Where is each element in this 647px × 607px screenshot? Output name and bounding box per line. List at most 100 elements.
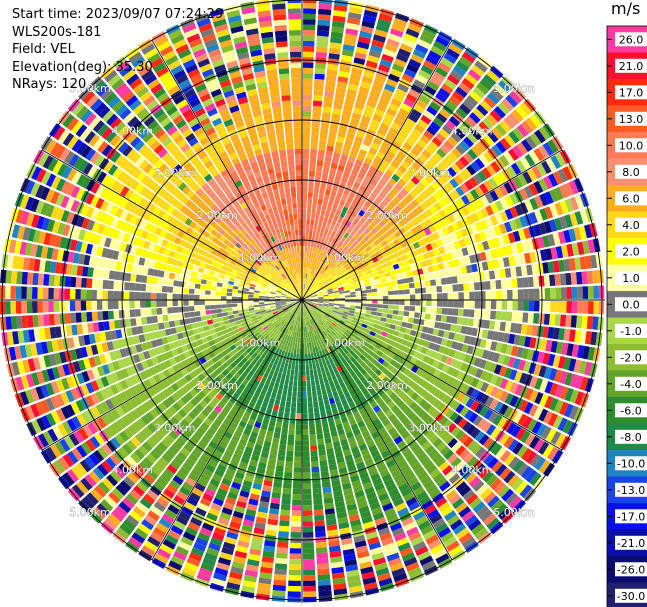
range-gate <box>355 297 362 300</box>
range-gate <box>340 243 346 250</box>
range-gate <box>311 466 320 473</box>
range-gate <box>291 521 302 527</box>
range-gate <box>388 290 394 296</box>
range-gate <box>433 248 441 257</box>
range-gate <box>375 316 382 321</box>
range-gate <box>302 148 310 155</box>
range-gate <box>293 467 302 473</box>
range-gate <box>426 184 436 195</box>
range-gate <box>325 150 333 158</box>
range-gate <box>283 412 290 419</box>
range-gate <box>314 520 325 527</box>
range-gate <box>400 241 408 249</box>
range-gate <box>410 147 421 157</box>
range-gate <box>315 265 319 272</box>
range-gate <box>348 250 354 257</box>
range-gate <box>366 216 374 224</box>
range-gate <box>294 364 299 371</box>
range-gate <box>344 306 350 310</box>
range-gate <box>308 263 312 269</box>
range-gate <box>311 122 320 129</box>
range-gate <box>500 279 507 289</box>
range-gate <box>494 212 504 224</box>
range-gate <box>307 298 313 300</box>
range-gate <box>472 86 486 99</box>
range-gate <box>408 88 420 99</box>
range-gate <box>495 247 503 258</box>
range-gate <box>408 113 419 123</box>
range-gate <box>500 246 508 257</box>
range-gate <box>558 259 565 272</box>
range-gate <box>527 168 538 182</box>
range-gate <box>395 243 403 251</box>
range-gate <box>414 281 421 288</box>
range-gate <box>386 260 393 267</box>
range-gate <box>429 205 438 215</box>
range-gate <box>390 208 398 217</box>
range-gate <box>352 240 359 247</box>
range-gate <box>490 88 504 101</box>
range-gate <box>390 98 402 108</box>
range-gate <box>390 319 397 325</box>
range-gate <box>317 574 331 581</box>
range-gate <box>506 311 513 322</box>
range-gate <box>407 151 417 162</box>
range-gate <box>302 202 307 209</box>
range-gate <box>310 257 313 264</box>
range-gate <box>312 302 318 305</box>
range-gate <box>392 238 400 246</box>
range-gate <box>429 156 439 166</box>
range-gate <box>302 181 308 187</box>
range-gate <box>394 268 401 275</box>
range-gate <box>515 159 526 173</box>
range-gate <box>403 311 410 317</box>
range-gate <box>452 65 467 77</box>
range-gate <box>315 171 322 178</box>
range-gate <box>314 271 319 277</box>
range-gate <box>505 244 514 256</box>
range-gate <box>194 305 200 311</box>
range-gate <box>324 282 330 287</box>
range-gate <box>333 102 343 110</box>
range-gate <box>447 151 458 163</box>
range-gate <box>273 579 287 586</box>
range-gate <box>302 499 312 506</box>
range-gate <box>134 309 141 317</box>
range-gate <box>302 434 309 441</box>
range-gate <box>290 407 296 414</box>
range-gate <box>453 292 459 300</box>
range-gate <box>439 108 451 119</box>
range-gate <box>516 277 523 288</box>
range-gate <box>552 232 561 246</box>
range-gate <box>280 509 291 516</box>
range-gate <box>420 178 430 188</box>
range-gate <box>397 132 408 142</box>
range-gate <box>407 276 414 283</box>
range-gate <box>273 574 287 581</box>
range-gate <box>547 173 559 187</box>
range-gate <box>305 292 310 297</box>
range-gate <box>515 323 523 334</box>
range-gate <box>278 405 285 412</box>
range-gate <box>473 233 482 243</box>
range-gate <box>442 206 452 216</box>
range-gate <box>475 221 484 232</box>
range-gate <box>302 246 305 252</box>
range-gate <box>473 282 480 291</box>
range-gate <box>313 89 324 96</box>
range-gate <box>309 369 314 376</box>
range-gate <box>309 246 313 253</box>
range-gate <box>316 204 322 211</box>
range-gate <box>515 105 528 119</box>
range-gate <box>114 319 121 329</box>
range-gate <box>550 247 558 260</box>
range-gate <box>356 252 363 259</box>
range-gate <box>483 74 497 87</box>
range-gate <box>388 33 402 43</box>
range-gate <box>329 42 342 50</box>
range-gate <box>327 260 333 267</box>
range-gate <box>309 423 315 430</box>
range-gate <box>398 227 406 235</box>
range-gate <box>355 243 362 250</box>
range-gate <box>336 262 342 268</box>
